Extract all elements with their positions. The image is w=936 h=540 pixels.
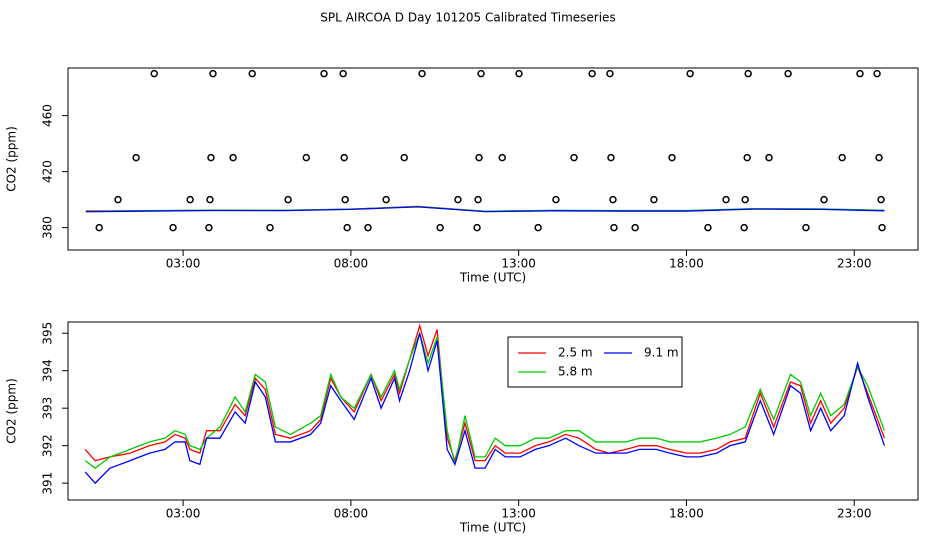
calibration-point <box>838 153 846 162</box>
calibration-point <box>609 195 617 204</box>
calibration-point <box>722 195 730 204</box>
calibration-point <box>339 69 347 78</box>
calibration-point <box>473 223 481 232</box>
calibration-point <box>802 223 810 232</box>
calibration-point <box>784 69 792 78</box>
calibration-point <box>741 195 749 204</box>
y-tick-label: 395 <box>41 322 55 345</box>
calibration-point <box>436 223 444 232</box>
x-axis-label: Time (UTC) <box>459 271 526 285</box>
data-line <box>85 206 885 213</box>
calibration-point <box>765 153 773 162</box>
calibration-point <box>302 153 311 162</box>
calibration-point <box>744 69 752 78</box>
calibration-point <box>856 69 864 78</box>
calibration-point <box>668 153 676 162</box>
calibration-point <box>650 195 658 204</box>
data-line <box>84 331 886 469</box>
calibration-point <box>610 223 618 232</box>
calibration-point <box>570 153 578 162</box>
x-tick-label: 18:00 <box>669 507 704 521</box>
y-tick-label: 420 <box>41 160 55 183</box>
calibration-point <box>364 223 372 232</box>
calibration-point <box>169 223 177 232</box>
calibration-point <box>266 223 274 232</box>
calibration-point <box>284 195 292 204</box>
x-tick-label: 08:00 <box>334 507 369 521</box>
y-tick-label: 393 <box>41 397 55 420</box>
calibration-point <box>340 153 348 162</box>
legend-label: 5.8 m <box>558 365 593 379</box>
calibration-point <box>206 195 214 204</box>
calibration-point <box>150 69 158 78</box>
calibration-point <box>400 153 408 162</box>
y-tick-label: 391 <box>41 472 55 495</box>
x-tick-label: 23:00 <box>837 257 872 271</box>
calibration-point <box>607 153 615 162</box>
x-tick-label: 08:00 <box>334 257 369 271</box>
calibration-point <box>114 195 122 204</box>
calibration-point <box>382 195 390 204</box>
y-tick-label: 392 <box>41 434 55 457</box>
calibration-point <box>320 69 328 78</box>
calibration-point <box>588 69 596 78</box>
calibration-point <box>229 153 237 162</box>
calibration-point <box>878 223 886 232</box>
calibration-point <box>186 195 194 204</box>
calibration-point <box>875 153 883 162</box>
calibration-point <box>498 153 506 162</box>
legend-label: 9.1 m <box>644 346 679 360</box>
calibration-point <box>343 223 351 232</box>
calibration-point <box>418 69 426 78</box>
calibration-point <box>132 153 140 162</box>
x-tick-label: 13:00 <box>501 507 536 521</box>
plot-frame <box>67 67 919 251</box>
calibration-point <box>606 69 614 78</box>
calibration-point <box>740 223 748 232</box>
calibration-point <box>475 153 483 162</box>
x-tick-label: 13:00 <box>501 257 536 271</box>
calibration-point <box>341 195 349 204</box>
calibration-point <box>515 69 523 78</box>
calibration-point <box>820 195 828 204</box>
calibration-point <box>534 223 542 232</box>
legend-label: 2.5 m <box>558 346 593 360</box>
data-line <box>84 333 886 485</box>
y-tick-label: 460 <box>41 104 55 127</box>
y-tick-label: 394 <box>41 359 55 382</box>
calibration-point <box>95 223 103 232</box>
calibration-point <box>205 223 213 232</box>
calibration-point <box>552 195 560 204</box>
x-tick-label: 18:00 <box>669 257 704 271</box>
calibration-point <box>474 195 482 204</box>
calibration-point <box>631 223 639 232</box>
calibration-point <box>454 195 462 204</box>
calibration-point <box>743 153 751 162</box>
chart-title: SPL AIRCOA D Day 101205 Calibrated Times… <box>320 11 615 25</box>
legend-box <box>507 336 683 388</box>
calibration-point <box>686 69 694 78</box>
y-axis-label: CO2 (ppm) <box>5 378 19 444</box>
x-axis-label: Time (UTC) <box>459 521 526 535</box>
calibration-point <box>873 69 881 78</box>
calibration-point <box>207 153 215 162</box>
y-tick-label: 380 <box>41 216 55 239</box>
plot-frame <box>67 321 919 501</box>
calibration-point <box>477 69 485 78</box>
y-axis-label: CO2 (ppm) <box>5 126 19 192</box>
x-tick-label: 03:00 <box>166 257 201 271</box>
calibration-point <box>248 69 256 78</box>
calibration-point <box>877 195 885 204</box>
calibration-point <box>704 223 712 232</box>
x-tick-label: 03:00 <box>166 507 201 521</box>
x-tick-label: 23:00 <box>837 507 872 521</box>
calibration-point <box>209 69 217 78</box>
